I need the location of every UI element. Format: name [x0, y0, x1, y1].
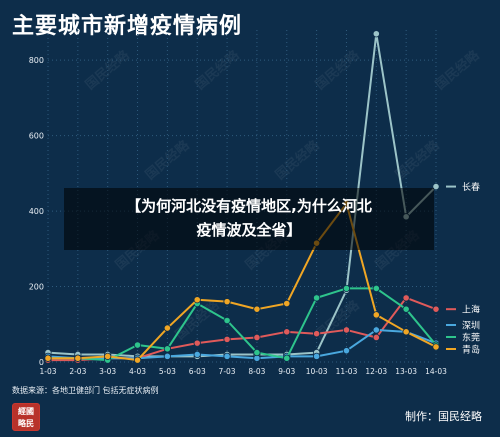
data-point	[372, 30, 380, 38]
data-point	[253, 333, 261, 342]
x-tick-label: 13-03	[395, 367, 417, 376]
y-tick-label: 200	[29, 283, 44, 292]
data-point	[74, 354, 82, 362]
x-tick-label: 14-03	[425, 367, 447, 376]
legend-label: 长春	[462, 181, 480, 193]
brand-seal-logo: 經國 略民	[12, 403, 40, 431]
x-tick-label: 7-03	[219, 367, 236, 376]
data-point	[223, 335, 231, 343]
data-point	[402, 305, 410, 313]
data-point	[163, 352, 171, 360]
x-tick-label: 11-03	[336, 367, 358, 376]
legend-label: 东莞	[462, 332, 480, 344]
data-point	[313, 330, 321, 338]
chart-title: 主要城市新增疫情病例	[12, 14, 243, 39]
x-tick-label: 5-03	[159, 367, 176, 376]
x-tick-label: 12-03	[365, 367, 387, 376]
x-tick-label: 8-03	[248, 367, 265, 376]
x-tick-label: 1-03	[39, 367, 56, 376]
data-point	[372, 333, 380, 342]
data-point	[342, 326, 351, 334]
data-point	[432, 305, 440, 313]
x-tick-label: 10-03	[306, 367, 328, 376]
data-point	[253, 305, 261, 313]
source-note: 数据来源：各地卫健部门 包括无症状病例	[12, 386, 159, 395]
legend-label: 深圳	[462, 321, 480, 332]
legend-label: 上海	[462, 304, 480, 316]
series-line	[47, 32, 437, 358]
data-point	[163, 345, 171, 353]
headline-line-1: 【为何河北没有疫情地区,为什么河北	[126, 197, 372, 215]
series-line	[48, 287, 437, 362]
data-point	[402, 328, 410, 336]
data-point	[313, 294, 321, 302]
data-point	[193, 339, 201, 347]
watermark-text: 国民经略	[312, 47, 363, 93]
data-point	[163, 324, 171, 332]
data-point	[283, 328, 291, 336]
headline-overlay: 【为何河北没有疫情地区,为什么河北 疫情波及全省】	[64, 188, 434, 250]
data-point	[342, 347, 351, 355]
data-point	[432, 182, 440, 191]
data-point	[223, 352, 231, 360]
data-point	[372, 326, 380, 334]
watermark-text: 国民经略	[142, 137, 193, 183]
data-point	[313, 352, 321, 360]
credit-text: 制作：国民经略	[405, 410, 482, 423]
data-point	[432, 343, 440, 351]
headline-line-2: 疫情波及全省】	[196, 221, 302, 239]
data-point	[402, 294, 410, 302]
data-point	[193, 350, 201, 359]
legend-label: 青岛	[462, 344, 480, 356]
x-tick-label: 3-03	[99, 367, 116, 376]
data-point	[223, 316, 231, 325]
watermark-text: 国民经略	[432, 47, 483, 93]
data-point	[283, 299, 291, 308]
y-tick-label: 800	[29, 56, 44, 65]
data-point	[372, 311, 380, 319]
data-point	[133, 356, 142, 364]
data-point	[44, 354, 52, 362]
series-line	[48, 202, 437, 362]
y-tick-label: 0	[39, 358, 44, 367]
y-tick-label: 400	[29, 207, 44, 216]
watermark-text: 国民经略	[192, 47, 243, 93]
data-point	[133, 341, 142, 349]
watermark-text: 国民经略	[272, 137, 323, 183]
x-tick-label: 6-03	[189, 367, 206, 376]
data-point	[104, 352, 112, 360]
x-tick-label: 4-03	[129, 367, 146, 376]
data-point	[253, 348, 261, 357]
y-tick-label: 600	[29, 132, 44, 141]
data-point	[283, 354, 291, 362]
x-tick-label: 9-03	[278, 367, 295, 376]
data-point	[342, 284, 351, 293]
watermark-text: 国民经略	[312, 297, 363, 343]
data-point	[223, 298, 231, 306]
data-point	[193, 296, 201, 304]
data-point	[372, 284, 380, 293]
x-tick-label: 2-03	[69, 367, 86, 376]
